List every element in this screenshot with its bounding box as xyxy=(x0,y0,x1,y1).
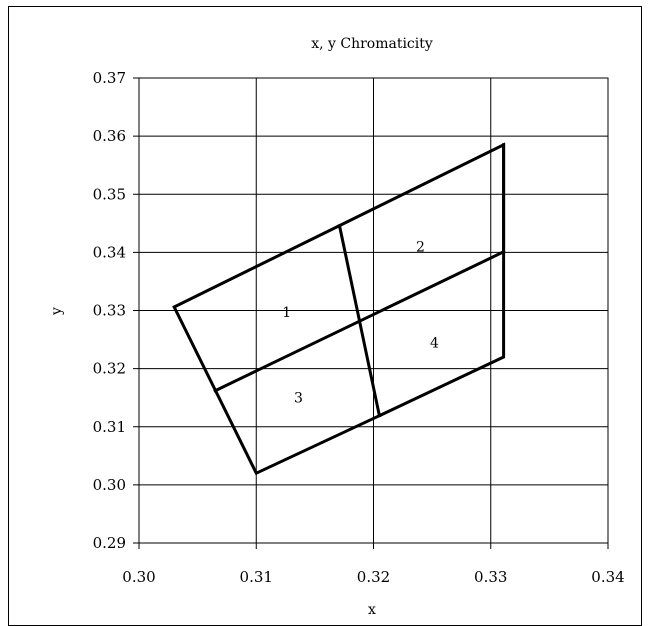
chart-title: x, y Chromaticity xyxy=(311,36,433,52)
y-tick-label: 0.29 xyxy=(93,534,126,552)
y-tick-label: 0.33 xyxy=(93,302,126,320)
x-tick-label: 0.32 xyxy=(357,568,390,586)
y-tick-label: 0.35 xyxy=(93,185,126,203)
region-label: 1 xyxy=(282,305,291,321)
x-tick-label: 0.31 xyxy=(240,568,273,586)
region-boundary-line xyxy=(337,223,382,418)
y-tick-label: 0.32 xyxy=(93,360,126,378)
region-label: 4 xyxy=(430,335,439,351)
x-tick-label: 0.34 xyxy=(591,568,624,586)
x-axis-label: x xyxy=(368,602,376,618)
chromaticity-regions xyxy=(172,142,506,476)
region-labels: 1 2 3 4 xyxy=(282,240,439,407)
y-tick-label: 0.37 xyxy=(93,69,126,87)
x-axis-ticks: 0.30 0.31 0.32 0.33 0.34 xyxy=(122,543,625,586)
y-tick-label: 0.31 xyxy=(93,418,126,436)
region-label: 3 xyxy=(294,391,303,407)
x-tick-label: 0.33 xyxy=(474,568,507,586)
chart-frame xyxy=(8,6,642,626)
region-label: 2 xyxy=(416,240,425,256)
y-tick-label: 0.30 xyxy=(93,476,126,494)
grid-lines xyxy=(138,77,609,544)
x-tick-label: 0.30 xyxy=(122,568,155,586)
y-axis-ticks: 0.29 0.30 0.31 0.32 0.33 0.34 0.35 0.36 0.37 xyxy=(93,69,139,552)
y-tick-label: 0.34 xyxy=(93,243,126,261)
y-tick-label: 0.36 xyxy=(93,127,126,145)
y-axis-label: y xyxy=(49,307,65,316)
